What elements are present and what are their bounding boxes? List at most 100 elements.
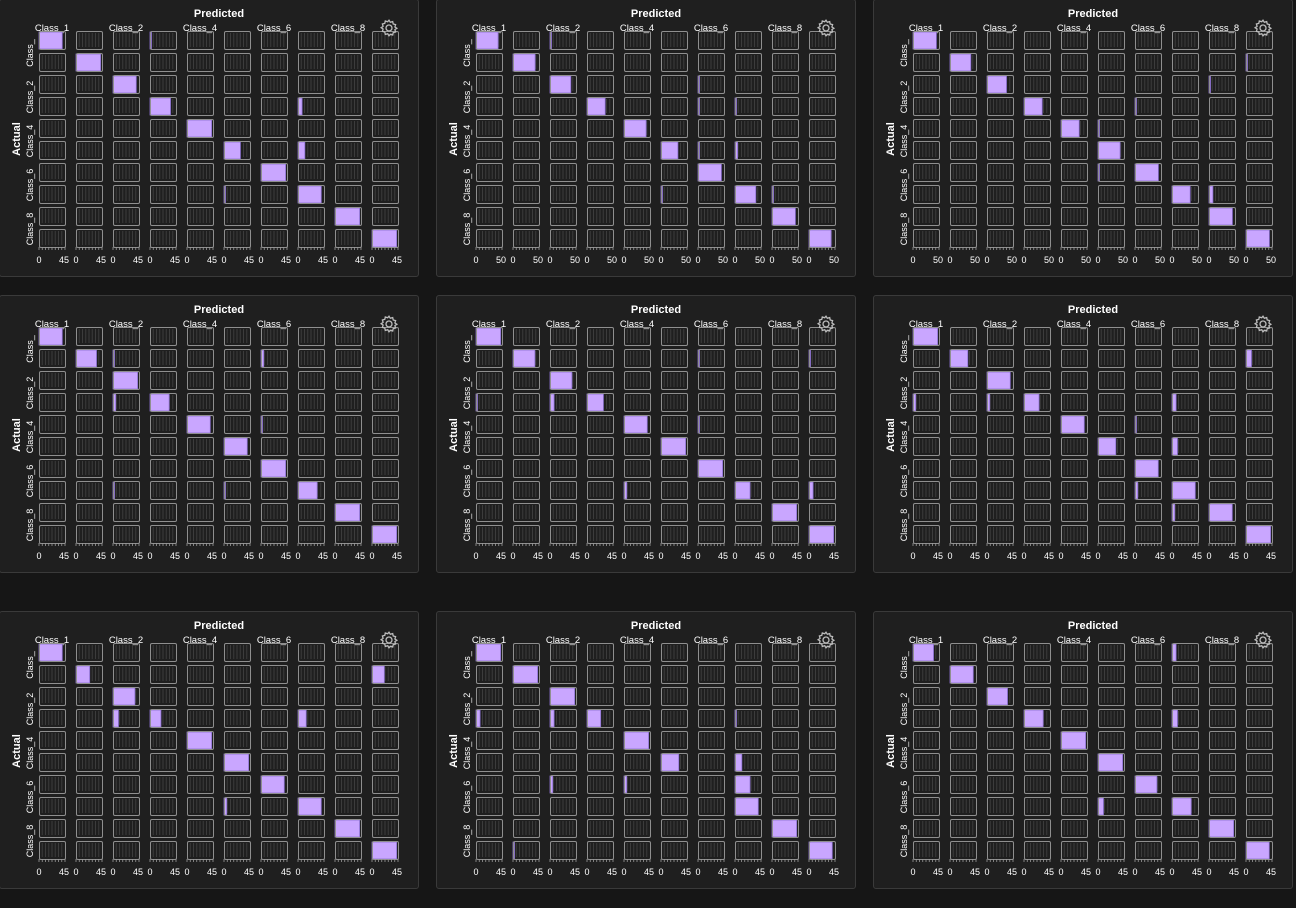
column-label: Class_6 [694,319,728,330]
matrix-cell [150,525,177,544]
matrix-cell [260,163,288,182]
cell-bar [949,665,974,684]
matrix-cell [1097,141,1125,160]
cell-bar [38,31,63,50]
matrix-cell [624,75,651,94]
matrix-cell [372,437,399,456]
matrix-cell [513,459,540,478]
matrix-cell [987,185,1014,204]
gear-icon[interactable] [379,630,399,650]
matrix-cell [298,415,325,434]
matrix-cell [950,229,977,248]
matrix-cell [950,119,977,138]
matrix-cell [512,665,540,684]
matrix-cell [39,415,66,434]
matrix-cell [587,119,614,138]
matrix-cell [772,841,799,860]
matrix-cell [950,481,977,500]
matrix-cell [950,185,977,204]
matrix-cell [913,75,940,94]
x-tick-label: 0 [769,255,774,265]
matrix-cell [698,819,725,838]
matrix-cell [113,753,140,772]
column-label: Class_2 [546,319,580,330]
matrix-cell [772,643,799,662]
matrix-cell [298,525,325,544]
matrix-cell [623,731,651,750]
gear-icon[interactable] [1253,630,1273,650]
matrix-cell [1172,841,1199,860]
matrix-cell [261,119,288,138]
gear-icon[interactable] [1253,18,1273,38]
gear-icon[interactable] [816,630,836,650]
matrix-cell [1135,643,1162,662]
x-tick-label: 0 [36,867,41,877]
matrix-cell [513,119,540,138]
gear-icon[interactable] [816,18,836,38]
matrix-cell [587,141,614,160]
matrix-cell [224,119,251,138]
matrix-cell [1061,371,1088,390]
x-tick-label: 0 [36,551,41,561]
row-label: Class_4 [462,421,472,454]
matrix-cell [298,53,325,72]
gear-icon[interactable] [1253,314,1273,334]
gear-icon[interactable] [816,314,836,334]
gear-icon[interactable] [379,314,399,334]
matrix-cell [624,97,651,116]
matrix-cell [475,393,503,412]
x-tick-label: 0 [1243,867,1248,877]
matrix-cell [1246,141,1273,160]
column-label: Class_4 [1057,23,1091,34]
matrix-cell [950,327,977,346]
gear-icon[interactable] [379,18,399,38]
x-tick-label: 45 [355,551,365,561]
column-label: Class_2 [983,635,1017,646]
matrix-cell [1023,97,1051,116]
matrix-cell [698,437,725,456]
matrix-cell [1024,665,1051,684]
matrix-cell [550,481,577,500]
x-tick-label: 0 [1132,867,1137,877]
matrix-cell [76,327,103,346]
matrix-cell [76,525,103,544]
cell-bar [371,841,398,860]
matrix-cell [1061,207,1088,226]
x-tick-label: 0 [1206,255,1211,265]
cell-bar [334,819,361,838]
x-tick-label: 0 [584,255,589,265]
x-tick-label: 0 [584,551,589,561]
matrix-cell [1209,349,1236,368]
matrix-cell [772,797,799,816]
matrix-cell [1246,207,1273,226]
matrix-cell [261,687,288,706]
matrix-cell [772,349,799,368]
x-tick-label: 0 [621,867,626,877]
matrix-cell [476,753,503,772]
matrix-cell [986,371,1014,390]
matrix-cell [76,709,103,728]
x-tick-label: 50 [533,255,543,265]
matrix-cell [372,185,399,204]
x-tick-label: 0 [221,551,226,561]
matrix-cell [661,731,688,750]
row-label: Class_8 [899,213,909,246]
cell-bar [223,753,250,772]
matrix-cell [698,525,725,544]
matrix-cell [149,709,177,728]
matrix-cell [38,327,66,346]
cell-bar [912,31,937,50]
confusion-matrix-chart: Predicted Actual Class_1 Class_2 Class_4 Clas… [885,8,1276,265]
x-tick-label: 0 [147,551,152,561]
confusion-matrix-chart: Predicted Actual Class_1 Class_2 Class_4 Clas… [11,620,402,877]
matrix-cell [187,371,214,390]
matrix-cell [735,393,762,412]
matrix-cell [698,229,725,248]
cell-bar [223,437,248,456]
matrix-cell [1209,415,1236,434]
matrix-cell [1098,53,1125,72]
matrix-cell [1246,709,1273,728]
matrix-cell [987,841,1014,860]
matrix-cell [76,687,103,706]
x-tick-label: 45 [207,867,217,877]
